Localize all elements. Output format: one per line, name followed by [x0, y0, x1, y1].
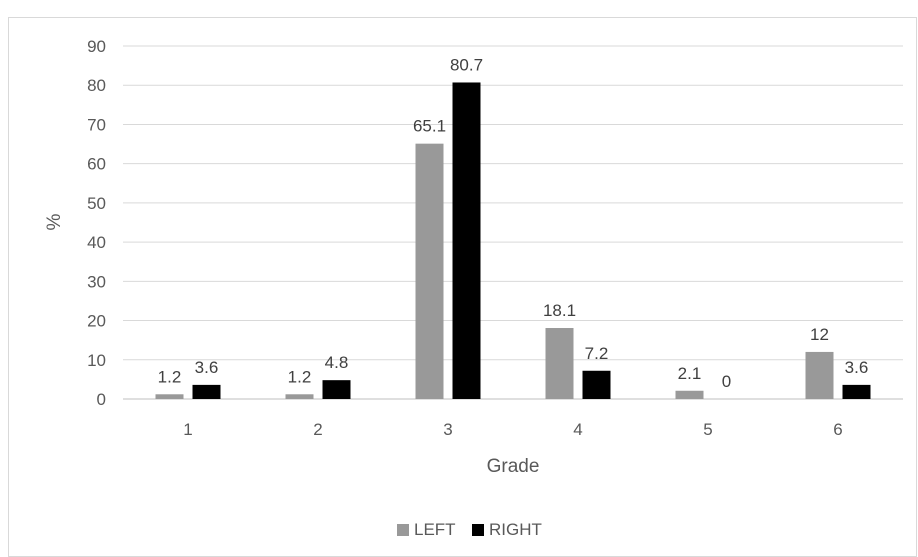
- gridlines: [123, 45, 903, 400]
- legend-label-right: RIGHT: [489, 520, 542, 539]
- x-axis-title: Grade: [487, 456, 540, 477]
- y-tick-label: 80: [87, 76, 106, 95]
- bar-left-2: [285, 394, 314, 399]
- bars: [155, 82, 871, 399]
- bar-right-6: [842, 384, 871, 399]
- legend-swatch-right: [472, 524, 484, 536]
- y-tick-label: 40: [87, 233, 106, 252]
- data-label-right-1: 3.6: [195, 358, 219, 377]
- y-tick-label: 90: [87, 37, 106, 56]
- data-label-right-4: 7.2: [585, 344, 609, 363]
- x-tick-label: 2: [313, 420, 322, 439]
- bar-left-1: [155, 394, 184, 399]
- data-label-left-3: 65.1: [413, 117, 446, 136]
- x-tick-label: 6: [833, 420, 842, 439]
- legend: LEFT RIGHT: [397, 520, 542, 539]
- data-label-right-3: 80.7: [450, 55, 483, 74]
- legend-swatch-left: [397, 524, 409, 536]
- data-label-left-5: 2.1: [678, 364, 702, 383]
- bar-right-4: [582, 370, 611, 399]
- bar-right-2: [322, 380, 351, 399]
- data-label-left-6: 12: [810, 325, 829, 344]
- x-tick-label: 3: [443, 420, 452, 439]
- x-tick-label: 5: [703, 420, 712, 439]
- y-tick-label: 50: [87, 194, 106, 213]
- x-tick-label: 4: [573, 420, 582, 439]
- data-label-left-4: 18.1: [543, 301, 576, 320]
- bar-right-1: [192, 384, 221, 399]
- y-tick-label: 10: [87, 351, 106, 370]
- x-tick-label: 1: [183, 420, 192, 439]
- data-label-right-2: 4.8: [325, 353, 349, 372]
- data-label-right-6: 3.6: [845, 358, 869, 377]
- y-tick-label: 30: [87, 272, 106, 291]
- y-tick-label: 70: [87, 115, 106, 134]
- x-tick-labels: 1 2 3 4 5 6: [183, 420, 842, 439]
- y-axis-title: %: [44, 213, 65, 230]
- y-tick-label: 20: [87, 312, 106, 331]
- y-tick-label: 60: [87, 155, 106, 174]
- data-labels: 1.2 3.6 1.2 4.8 65.1 80.7 18.1 7.2 2.1 0 12 3.6: [158, 55, 869, 391]
- data-label-right-5: 0: [722, 372, 731, 391]
- legend-label-left: LEFT: [414, 520, 456, 539]
- y-tick-labels: 0 10 20 30 40 50 60 70 80 90: [87, 37, 106, 409]
- data-label-left-2: 1.2: [288, 367, 312, 386]
- data-label-left-1: 1.2: [158, 367, 182, 386]
- bar-left-6: [805, 351, 834, 399]
- y-tick-label: 0: [97, 390, 106, 409]
- bar-left-4: [545, 328, 574, 399]
- bar-right-3: [452, 82, 481, 399]
- bar-left-5: [675, 390, 704, 399]
- bar-left-3: [415, 143, 444, 399]
